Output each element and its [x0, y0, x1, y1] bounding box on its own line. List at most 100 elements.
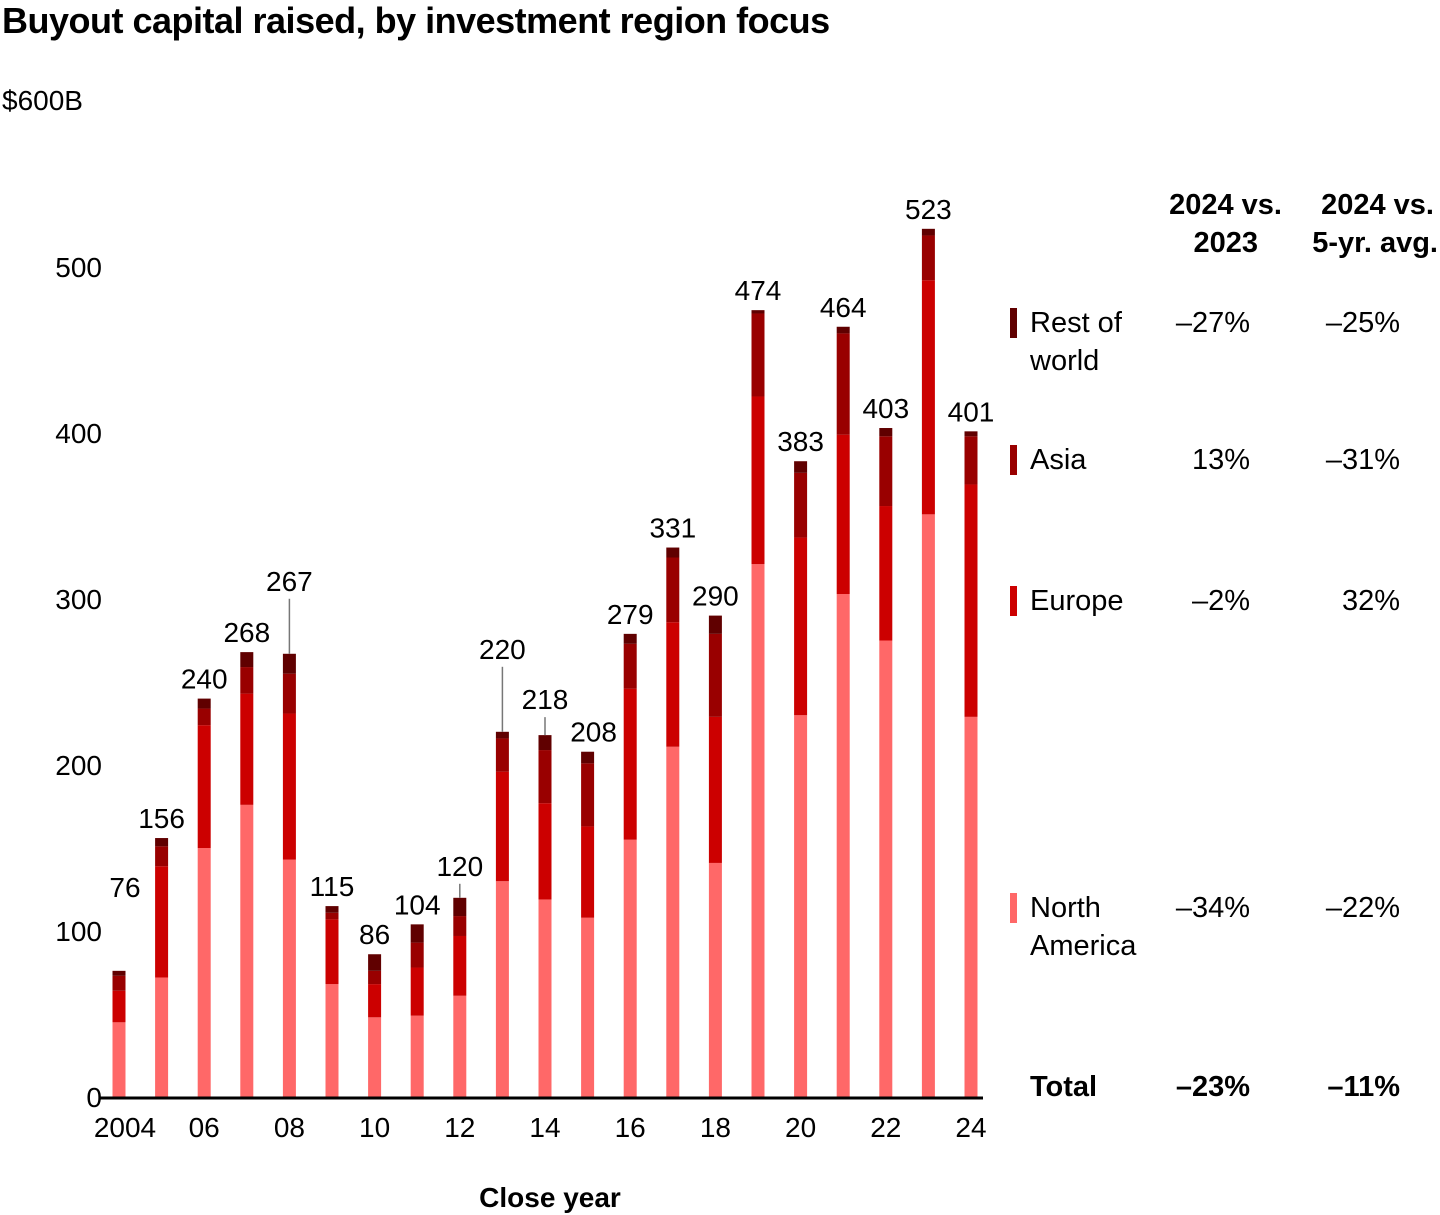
total-label-2004: 76 — [109, 872, 140, 903]
x-tick-label: 24 — [955, 1112, 986, 1143]
bar-2007 — [240, 652, 254, 1097]
bar-segment-asia — [197, 708, 211, 726]
y-tick-label: 300 — [55, 584, 102, 615]
bar-segment-europe — [794, 537, 808, 716]
bar-2015 — [581, 751, 595, 1097]
bar-segment-europe — [538, 803, 552, 900]
total-label-2013: 220 — [479, 634, 526, 665]
chart-title: Buyout capital raised, by investment reg… — [2, 0, 830, 41]
bar-segment-europe — [368, 984, 382, 1018]
bar-segment-north-america — [581, 917, 595, 1097]
bar-segment-rest-of-world — [410, 924, 424, 943]
bar-segment-asia — [666, 557, 680, 623]
bar-segment-europe — [836, 434, 850, 595]
bar-2020 — [794, 461, 808, 1097]
bar-segment-europe — [751, 396, 765, 565]
x-tick-label: 18 — [700, 1112, 731, 1143]
bar-segment-north-america — [794, 715, 808, 1097]
bar-segment-asia — [921, 235, 935, 281]
bar-2004 — [112, 970, 126, 1097]
bar-segment-europe — [282, 713, 296, 860]
bar-segment-rest-of-world — [964, 431, 978, 437]
bar-segment-asia — [879, 436, 893, 507]
value-vs-5yr: 32% — [1341, 585, 1400, 617]
y-tick-label: 0 — [86, 1082, 102, 1113]
bar-segment-rest-of-world — [623, 633, 637, 644]
bar-segment-north-america — [495, 881, 509, 1097]
total-label-2006: 240 — [181, 664, 228, 695]
bar-segment-asia — [112, 975, 126, 991]
bar-segment-north-america — [708, 862, 722, 1097]
bar-2005 — [155, 838, 169, 1097]
legend-row-rest-of-world: Rest of world –27% –25% — [1010, 304, 1430, 384]
bar-segment-north-america — [410, 1015, 424, 1097]
total-label-2014: 218 — [522, 684, 569, 715]
total-label-2008: 267 — [266, 566, 313, 597]
col-header-vs-5yr-line2: 5-yr. avg. — [1312, 227, 1438, 259]
bar-segment-rest-of-world — [751, 310, 765, 314]
bar-segment-rest-of-world — [879, 428, 893, 437]
bar-segment-europe — [240, 693, 254, 805]
legend-swatch-north-america — [1010, 893, 1017, 923]
x-tick-label: 16 — [615, 1112, 646, 1143]
legend-row-total: Total –23% –11% — [1010, 1068, 1430, 1148]
bar-segment-north-america — [197, 848, 211, 1097]
bar-2014 — [538, 735, 552, 1097]
bar-segment-europe — [453, 935, 467, 996]
bar-segment-rest-of-world — [155, 838, 169, 847]
bar-segment-rest-of-world — [495, 731, 509, 739]
bar-segment-rest-of-world — [708, 615, 722, 634]
total-label-2010: 86 — [359, 919, 390, 950]
value-vs-2023: 13% — [1191, 444, 1250, 476]
value-vs-5yr: –22% — [1325, 892, 1400, 924]
total-label-2015: 208 — [570, 717, 617, 748]
bar-2011 — [410, 924, 424, 1097]
bar-2022 — [879, 428, 893, 1097]
legend-swatch-asia — [1010, 445, 1017, 475]
x-tick-label: 06 — [189, 1112, 220, 1143]
bar-2019 — [751, 310, 765, 1097]
legend-row-asia: Asia 13% –31% — [1010, 441, 1430, 521]
col-header-vs-2023: 2024 vs. 2023 — [1140, 186, 1282, 262]
bar-segment-europe — [112, 990, 126, 1023]
bar-2013 — [495, 731, 509, 1097]
total-label-2012: 120 — [436, 851, 483, 882]
x-tick-label: 2004 — [94, 1112, 156, 1143]
bar-segment-asia — [794, 472, 808, 538]
legend-label: North America — [1030, 892, 1137, 962]
bar-segment-europe — [197, 725, 211, 848]
total-vs-5yr: –11% — [1327, 1071, 1400, 1103]
bar-segment-asia — [836, 333, 850, 435]
legend-label: Asia — [1030, 444, 1087, 476]
legend-swatch-rest-of-world — [1010, 308, 1017, 338]
bar-segment-asia — [155, 846, 169, 867]
bar-segment-north-america — [666, 746, 680, 1097]
y-tick-label: 500 — [55, 252, 102, 283]
bar-segment-rest-of-world — [112, 970, 126, 976]
bar-segment-europe — [879, 506, 893, 641]
total-label-2019: 474 — [735, 275, 782, 306]
bar-segment-asia — [708, 633, 722, 717]
bar-segment-north-america — [751, 564, 765, 1097]
x-tick-label: 10 — [359, 1112, 390, 1143]
total-label-2007: 268 — [223, 617, 270, 648]
x-tick-label: 22 — [870, 1112, 901, 1143]
bar-segment-north-america — [155, 977, 169, 1097]
legend-swatch-europe — [1010, 586, 1017, 616]
x-axis-ticks: 2004 06 08 10 12 14 16 18 20 22 24 — [94, 1112, 987, 1143]
bar-segment-rest-of-world — [282, 653, 296, 674]
y-tick-label: 100 — [55, 916, 102, 947]
bar-2017 — [666, 547, 680, 1097]
bar-segment-rest-of-world — [240, 652, 254, 668]
bar-segment-north-america — [453, 995, 467, 1097]
bar-segment-rest-of-world — [666, 547, 680, 558]
bar-segment-europe — [155, 866, 169, 978]
bar-segment-rest-of-world — [453, 897, 467, 917]
bar-2010 — [368, 954, 382, 1097]
bar-segment-north-america — [325, 984, 339, 1097]
bars-group — [112, 228, 978, 1097]
bar-segment-rest-of-world — [836, 326, 850, 334]
bar-2021 — [836, 326, 850, 1097]
bar-segment-asia — [453, 916, 467, 936]
